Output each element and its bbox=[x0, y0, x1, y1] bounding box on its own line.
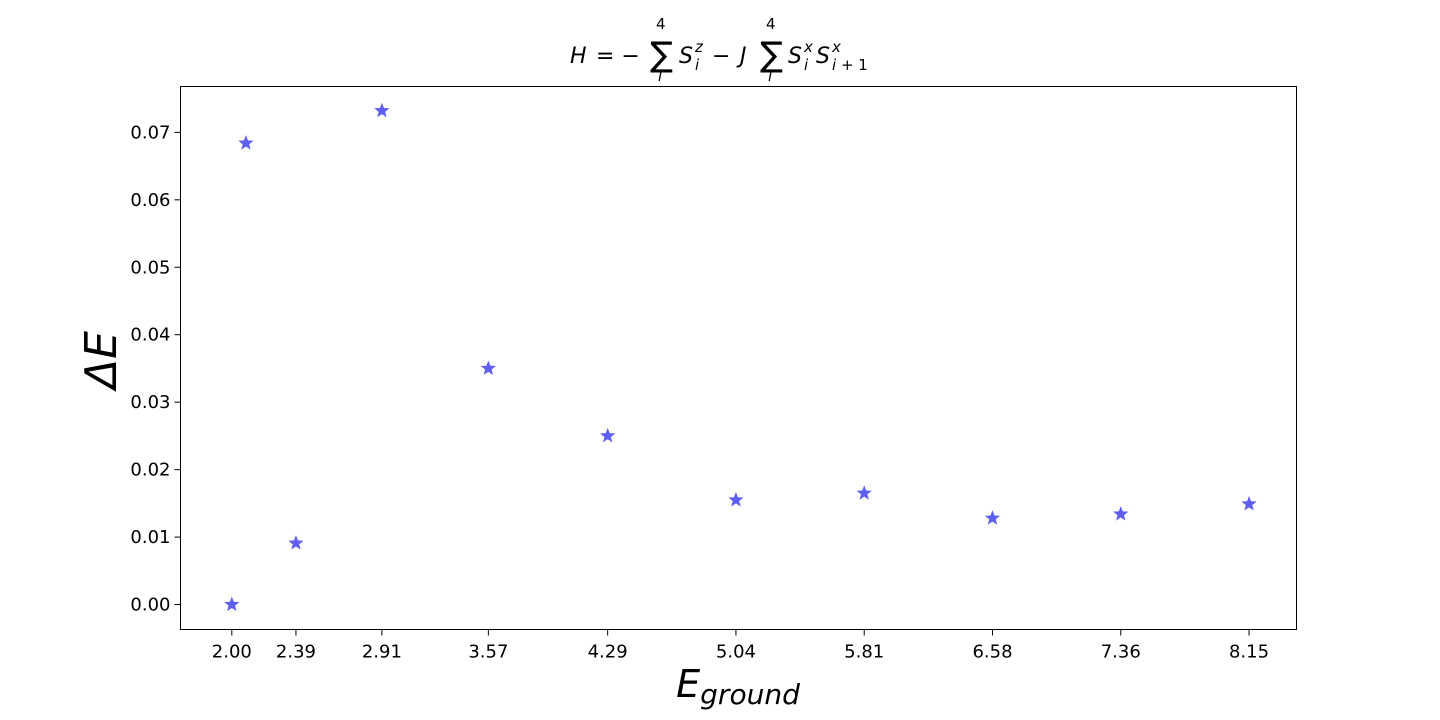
svg-text:J: J bbox=[736, 44, 747, 69]
data-point-star bbox=[374, 102, 390, 118]
data-point-star bbox=[856, 485, 872, 500]
data-point-star bbox=[984, 510, 1001, 525]
x-tick-label: 2.00 bbox=[212, 642, 252, 663]
svg-text:i: i bbox=[658, 67, 663, 85]
svg-text:i: i bbox=[695, 56, 700, 74]
svg-text:∑: ∑ bbox=[760, 35, 783, 75]
svg-text:S: S bbox=[679, 44, 693, 69]
x-tick-label: 4.29 bbox=[588, 642, 628, 663]
x-tick-label: 5.81 bbox=[844, 642, 884, 663]
x-tick-label: 2.39 bbox=[276, 642, 316, 663]
data-point-star bbox=[1241, 496, 1257, 511]
data-point-star bbox=[600, 427, 616, 443]
svg-text:= −: = − bbox=[596, 44, 640, 69]
x-tick-label: 7.36 bbox=[1101, 642, 1141, 663]
y-tick-label: 0.05 bbox=[130, 257, 170, 278]
x-tick-label: 6.58 bbox=[972, 642, 1012, 663]
data-point-star bbox=[480, 360, 496, 375]
x-axis-label-subscript: ground bbox=[700, 678, 800, 711]
x-tick-label: 5.04 bbox=[716, 642, 756, 663]
y-tick-label: 0.06 bbox=[130, 190, 170, 211]
chart-title: H = − ∑ 4 i S z i − J ∑ 4 i S x i S x i … bbox=[570, 15, 868, 85]
svg-text:S: S bbox=[816, 44, 830, 69]
svg-text:i: i bbox=[768, 67, 773, 85]
y-tick-label: 0.01 bbox=[130, 527, 170, 548]
y-tick-label: 0.03 bbox=[130, 392, 170, 413]
svg-text:4: 4 bbox=[656, 15, 666, 33]
data-point-star bbox=[238, 135, 254, 150]
svg-text:H: H bbox=[570, 44, 587, 69]
svg-text:z: z bbox=[694, 38, 704, 56]
svg-text:x: x bbox=[831, 38, 841, 56]
svg-text:4: 4 bbox=[766, 15, 776, 33]
svg-text:S: S bbox=[788, 44, 802, 69]
y-tick-label: 0.07 bbox=[130, 122, 170, 143]
plot-area bbox=[180, 86, 1297, 630]
x-tick-label: 3.57 bbox=[468, 642, 508, 663]
x-tick-label: 2.91 bbox=[362, 642, 402, 663]
y-tick-label: 0.04 bbox=[130, 325, 170, 346]
data-points bbox=[224, 102, 1257, 612]
x-axis: 2.00 2.39 2.91 3.57 4.29 5.04 5.81 6.58 7.36 8.15 bbox=[212, 629, 1269, 663]
y-axis-label: ΔE bbox=[76, 331, 127, 392]
data-point-star bbox=[224, 596, 240, 612]
y-tick-label: 0.00 bbox=[130, 595, 170, 616]
y-axis: 0.00 0.01 0.02 0.03 0.04 0.05 0.06 0.07 bbox=[130, 122, 181, 616]
data-point-star bbox=[1113, 506, 1129, 521]
y-tick-label: 0.02 bbox=[130, 460, 170, 481]
data-point-star bbox=[288, 535, 304, 550]
x-axis-label-main: E bbox=[676, 662, 700, 706]
svg-text:−: − bbox=[712, 44, 730, 69]
svg-text:i: i bbox=[804, 56, 809, 74]
data-point-star bbox=[728, 491, 744, 507]
svg-text:∑: ∑ bbox=[650, 35, 673, 75]
svg-text:i + 1: i + 1 bbox=[832, 56, 868, 74]
svg-text:x: x bbox=[803, 38, 813, 56]
x-axis-label: Eground bbox=[676, 662, 800, 711]
x-tick-label: 8.15 bbox=[1229, 642, 1269, 663]
